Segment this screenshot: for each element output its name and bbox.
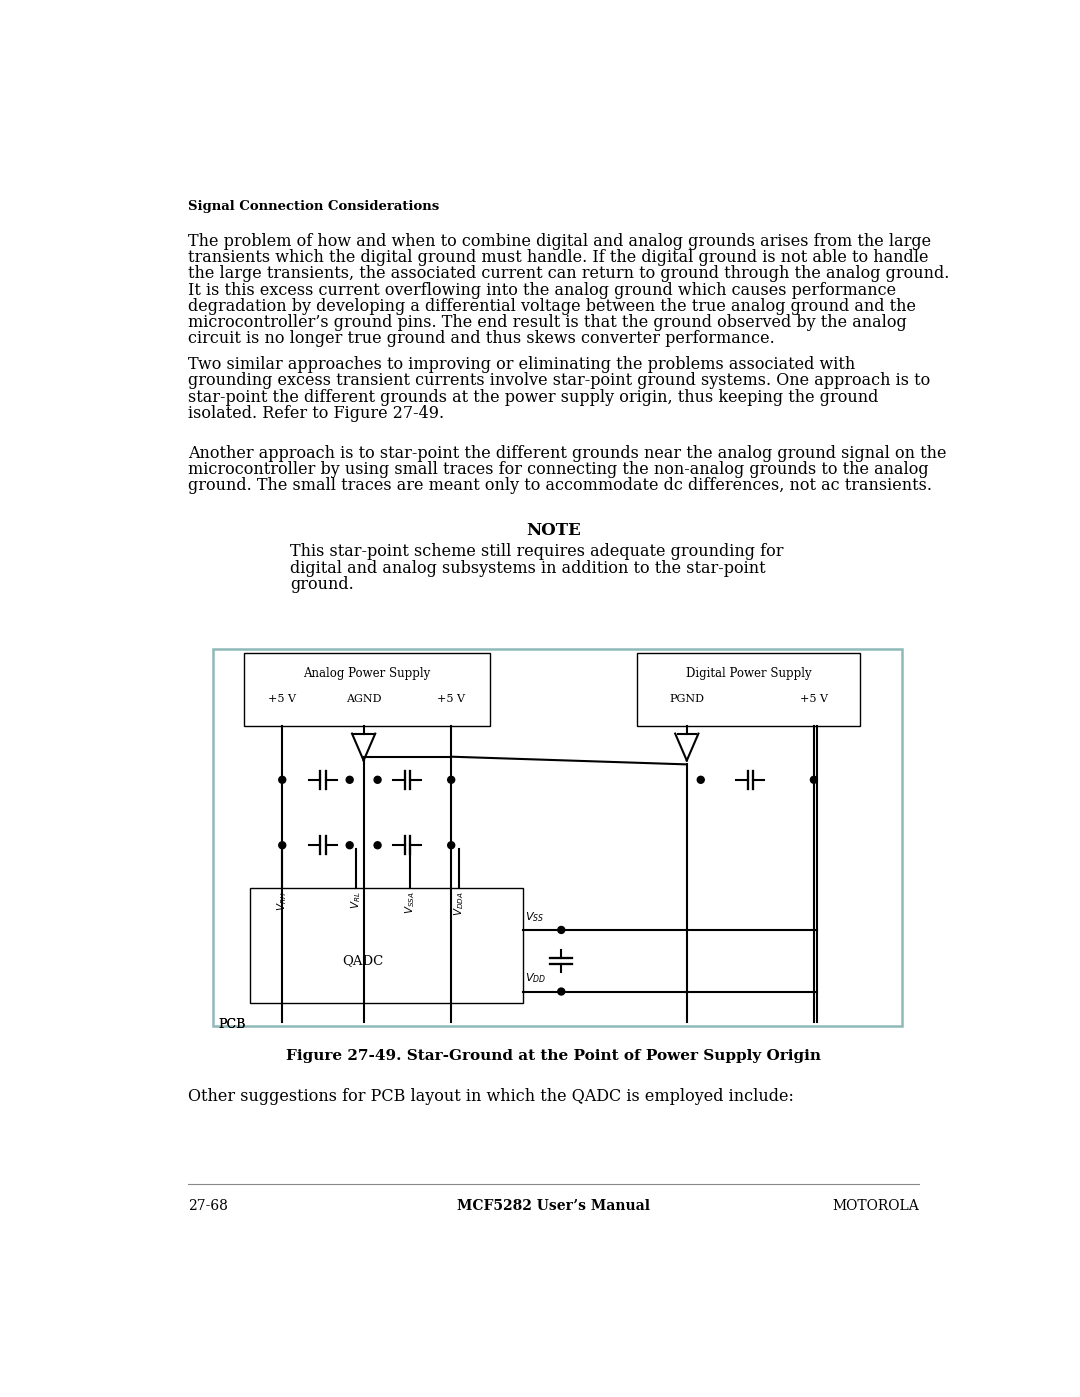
Text: Two similar approaches to improving or eliminating the problems associated with: Two similar approaches to improving or e… — [188, 356, 855, 373]
Text: digital and analog subsystems in addition to the star-point: digital and analog subsystems in additio… — [291, 560, 766, 577]
Circle shape — [374, 842, 381, 849]
Circle shape — [557, 988, 565, 995]
Text: $V_{RH}$: $V_{RH}$ — [275, 891, 289, 911]
Text: This star-point scheme still requires adequate grounding for: This star-point scheme still requires ad… — [291, 543, 783, 560]
Circle shape — [279, 842, 286, 849]
Text: $V_{DDA}$: $V_{DDA}$ — [453, 891, 465, 916]
Bar — [213, 648, 902, 1027]
Text: It is this excess current overflowing into the analog ground which causes perfor: It is this excess current overflowing in… — [188, 282, 895, 299]
Text: star-point the different grounds at the power supply origin, thus keeping the gr: star-point the different grounds at the … — [188, 388, 878, 405]
Text: degradation by developing a differential voltage between the true analog ground : degradation by developing a differential… — [188, 298, 916, 314]
Text: Another approach is to star-point the different grounds near the analog ground s: Another approach is to star-point the di… — [188, 444, 946, 462]
Text: ground.: ground. — [291, 576, 354, 592]
Circle shape — [347, 777, 353, 784]
Text: Signal Connection Considerations: Signal Connection Considerations — [188, 200, 438, 212]
Text: +5 V: +5 V — [437, 694, 465, 704]
Text: PCB: PCB — [218, 1018, 246, 1031]
Text: isolated. Refer to Figure 27-49.: isolated. Refer to Figure 27-49. — [188, 405, 444, 422]
Text: PGND: PGND — [670, 694, 704, 704]
Bar — [243, 652, 490, 726]
Circle shape — [557, 926, 565, 933]
Circle shape — [698, 777, 704, 784]
Text: +5 V: +5 V — [800, 694, 828, 704]
Text: NOTE: NOTE — [526, 522, 581, 539]
Text: 27-68: 27-68 — [188, 1200, 228, 1214]
Circle shape — [448, 842, 455, 849]
Text: Analog Power Supply: Analog Power Supply — [303, 666, 430, 679]
Text: microcontroller’s ground pins. The end result is that the ground observed by the: microcontroller’s ground pins. The end r… — [188, 314, 906, 331]
Text: circuit is no longer true ground and thus skews converter performance.: circuit is no longer true ground and thu… — [188, 330, 774, 346]
Circle shape — [347, 842, 353, 849]
Circle shape — [448, 777, 455, 784]
Text: MOTOROLA: MOTOROLA — [833, 1200, 919, 1214]
Circle shape — [279, 777, 286, 784]
Text: Figure 27-49. Star-Ground at the Point of Power Supply Origin: Figure 27-49. Star-Ground at the Point o… — [286, 1049, 821, 1063]
Circle shape — [810, 777, 818, 784]
Text: Digital Power Supply: Digital Power Supply — [686, 666, 811, 679]
Text: The problem of how and when to combine digital and analog grounds arises from th: The problem of how and when to combine d… — [188, 233, 931, 250]
Text: $V_{RL}$: $V_{RL}$ — [349, 891, 363, 909]
Text: $V_{SS}$: $V_{SS}$ — [525, 909, 544, 923]
Text: Other suggestions for PCB layout in which the QADC is employed include:: Other suggestions for PCB layout in whic… — [188, 1088, 794, 1105]
Text: +5 V: +5 V — [268, 694, 296, 704]
Text: transients which the digital ground must handle. If the digital ground is not ab: transients which the digital ground must… — [188, 249, 928, 267]
Text: grounding excess transient currents involve star-point ground systems. One appro: grounding excess transient currents invo… — [188, 373, 930, 390]
Text: QADC: QADC — [342, 954, 383, 967]
Text: PCB: PCB — [218, 1018, 246, 1031]
Text: AGND: AGND — [346, 694, 381, 704]
Circle shape — [374, 777, 381, 784]
Text: ground. The small traces are meant only to accommodate dc differences, not ac tr: ground. The small traces are meant only … — [188, 478, 932, 495]
Bar — [249, 887, 523, 1003]
Text: microcontroller by using small traces for connecting the non-analog grounds to t: microcontroller by using small traces fo… — [188, 461, 929, 478]
Text: the large transients, the associated current can return to ground through the an: the large transients, the associated cur… — [188, 265, 949, 282]
Text: $V_{SSA}$: $V_{SSA}$ — [403, 891, 417, 914]
Text: MCF5282 User’s Manual: MCF5282 User’s Manual — [457, 1200, 650, 1214]
Text: $V_{DD}$: $V_{DD}$ — [525, 971, 546, 985]
Bar — [637, 652, 861, 726]
